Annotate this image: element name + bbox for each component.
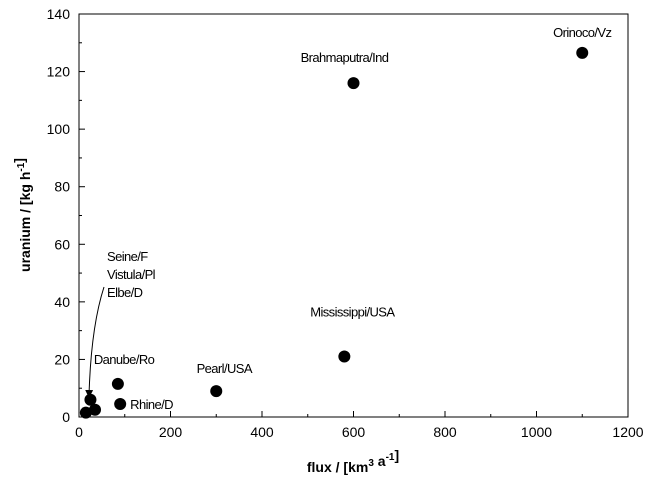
data-label: Orinoco/Vz	[553, 25, 611, 40]
annotation-arrow	[85, 286, 105, 398]
x-tick-label: 1200	[612, 424, 643, 440]
data-label: Pearl/USA	[197, 361, 253, 376]
y-tick-label: 40	[54, 294, 70, 310]
y-axis-label: uranium / [kg h-1]	[11, 158, 33, 272]
point-labels: Orinoco/Vz Brahmaputra/Ind Mississippi/USA…	[94, 25, 612, 412]
data-point	[210, 385, 223, 398]
data-point	[89, 403, 102, 416]
x-tick-label: 600	[342, 424, 366, 440]
data-label: Mississippi/USA	[310, 305, 395, 320]
x-tick-label: 200	[159, 424, 183, 440]
data-point	[338, 350, 351, 363]
annotation-line: Elbe/D	[107, 285, 143, 300]
data-point	[79, 406, 92, 419]
x-tick-label: 0	[75, 424, 83, 440]
y-tick-label: 60	[54, 236, 70, 252]
x-tick-label: 800	[433, 424, 457, 440]
data-point	[347, 77, 360, 90]
y-tick-label: 120	[47, 64, 71, 80]
y-tick-label: 0	[62, 409, 70, 425]
data-label: Danube/Ro	[94, 352, 155, 367]
annotation-line: Vistula/Pl	[107, 267, 156, 282]
x-tick-label: 1000	[521, 424, 552, 440]
data-label: Rhine/D	[130, 397, 173, 412]
y-tick-label: 140	[47, 6, 71, 22]
x-tick-label: 400	[250, 424, 274, 440]
y-axis-ticks: 0 20 40 60 80 100 120 140	[47, 6, 85, 425]
data-point	[576, 46, 589, 59]
y-tick-label: 20	[54, 351, 70, 367]
data-points	[79, 46, 589, 419]
x-axis-label: flux / [km3 a-1]	[307, 447, 399, 475]
y-tick-label: 100	[47, 121, 71, 137]
x-axis-ticks: 0 200 400 600 800 1000 1200	[75, 411, 644, 440]
plot-frame	[78, 13, 629, 418]
data-point	[114, 398, 127, 411]
y-tick-label: 80	[54, 179, 70, 195]
grouped-annotation: Seine/F Vistula/Pl Elbe/D	[85, 249, 156, 398]
annotation-line: Seine/F	[107, 249, 148, 264]
data-label: Brahmaputra/Ind	[301, 50, 389, 65]
data-point	[111, 377, 124, 390]
